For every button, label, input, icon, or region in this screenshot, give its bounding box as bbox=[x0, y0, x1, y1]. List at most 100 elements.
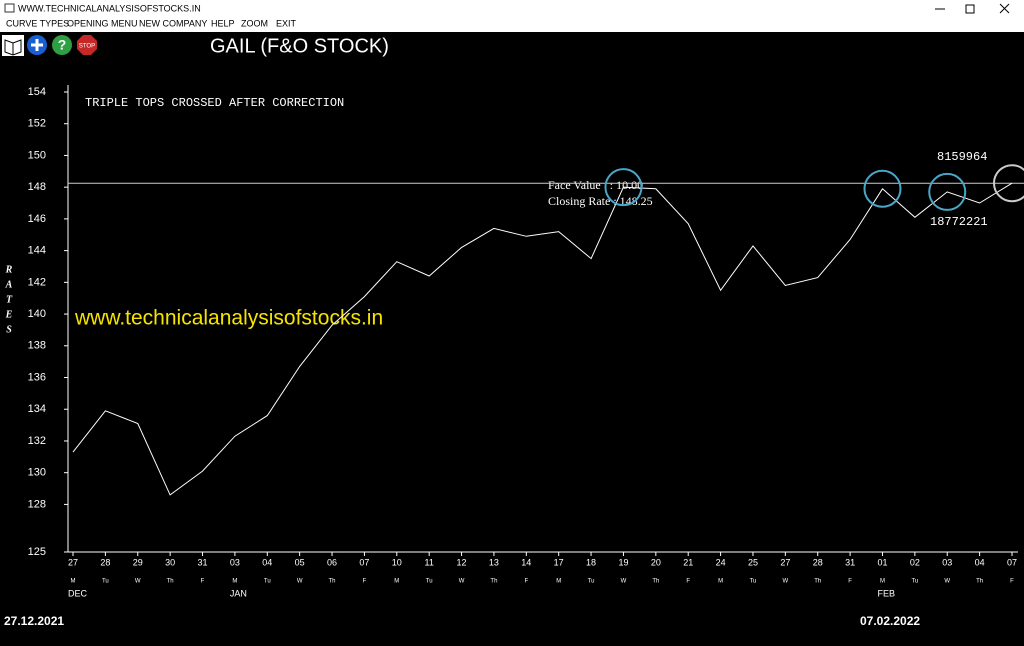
menu-item[interactable]: CURVE TYPES bbox=[6, 18, 69, 28]
weekday-label: W bbox=[135, 579, 141, 585]
menu-item[interactable]: EXIT bbox=[276, 18, 297, 28]
weekday-label: Tu bbox=[911, 579, 918, 585]
y-tick-label: 128 bbox=[28, 498, 46, 510]
y-axis-label-letter: S bbox=[6, 324, 12, 335]
x-tick-label: 11 bbox=[425, 557, 434, 567]
top-highlight bbox=[863, 169, 902, 208]
price-line bbox=[72, 182, 1013, 496]
y-axis-label-letter: A bbox=[5, 279, 13, 290]
weekday-label: F bbox=[686, 579, 690, 585]
weekday-label: M bbox=[394, 579, 399, 585]
add-icon bbox=[31, 39, 43, 51]
weekday-label: Tu bbox=[426, 579, 433, 585]
y-tick-label: 154 bbox=[28, 86, 46, 98]
x-tick-label: 07 bbox=[359, 557, 369, 567]
x-tick-label: 27 bbox=[68, 557, 78, 567]
x-tick-label: 14 bbox=[521, 557, 531, 567]
weekday-label: M bbox=[880, 579, 885, 585]
top-highlight bbox=[993, 164, 1024, 203]
weekday-label: F bbox=[848, 579, 852, 585]
x-tick-label: 31 bbox=[198, 557, 208, 567]
weekday-label: Tu bbox=[264, 579, 271, 585]
weekday-label: W bbox=[783, 579, 789, 585]
weekday-label: Tu bbox=[588, 579, 595, 585]
end-date: 07.02.2022 bbox=[860, 614, 920, 628]
y-tick-label: 138 bbox=[28, 340, 46, 352]
menu-item[interactable]: HELP bbox=[211, 18, 235, 28]
weekday-label: W bbox=[297, 579, 303, 585]
help-button[interactable] bbox=[52, 35, 72, 55]
x-tick-label: 04 bbox=[975, 557, 985, 567]
y-tick-label: 140 bbox=[28, 308, 46, 320]
x-tick-label: 24 bbox=[716, 557, 726, 567]
weekday-label: M bbox=[71, 579, 76, 585]
weekday-label: W bbox=[459, 579, 465, 585]
start-date: 27.12.2021 bbox=[4, 614, 64, 628]
weekday-label: Th bbox=[814, 579, 821, 585]
weekday-label: F bbox=[524, 579, 528, 585]
volume-label: 8159964 bbox=[937, 150, 987, 164]
restore-button[interactable] bbox=[965, 4, 975, 14]
x-tick-label: 03 bbox=[942, 557, 952, 567]
x-tick-label: 01 bbox=[877, 557, 887, 567]
toolbar: ? STOP bbox=[2, 35, 97, 56]
x-tick-label: 30 bbox=[165, 557, 175, 567]
x-tick-label: 17 bbox=[554, 557, 564, 567]
weekday-label: Th bbox=[329, 579, 336, 585]
x-tick-label: 10 bbox=[392, 557, 402, 567]
y-tick-label: 132 bbox=[28, 435, 46, 447]
month-label: DEC bbox=[68, 588, 88, 598]
x-tick-label: 25 bbox=[748, 557, 758, 567]
y-tick-label: 150 bbox=[28, 149, 46, 161]
y-tick-label: 148 bbox=[28, 181, 46, 193]
x-tick-label: 07 bbox=[1007, 557, 1017, 567]
face-value: Face Value : 10.00 bbox=[548, 178, 643, 192]
x-tick-label: 21 bbox=[683, 557, 693, 567]
y-axis-label-letter: R bbox=[5, 264, 13, 275]
x-tick-label: 28 bbox=[813, 557, 823, 567]
x-tick-label: 29 bbox=[133, 557, 143, 567]
menu-item[interactable]: OPENING MENU bbox=[67, 18, 138, 28]
top-highlight bbox=[604, 168, 643, 207]
closing-rate: Closing Rate : 148.25 bbox=[548, 194, 653, 208]
x-tick-label: 06 bbox=[327, 557, 337, 567]
y-axis-label-letter: T bbox=[6, 294, 13, 305]
x-tick-label: 28 bbox=[100, 557, 110, 567]
weekday-label: Th bbox=[490, 579, 497, 585]
menu-item[interactable]: NEW COMPANY bbox=[139, 18, 207, 28]
weekday-label: Tu bbox=[102, 579, 109, 585]
y-tick-label: 146 bbox=[28, 213, 46, 225]
x-tick-label: 03 bbox=[230, 557, 240, 567]
y-tick-label: 152 bbox=[28, 118, 46, 130]
weekday-label: Tu bbox=[750, 579, 757, 585]
y-tick-label: 144 bbox=[28, 245, 46, 257]
stop-button[interactable] bbox=[77, 35, 97, 55]
month-label: FEB bbox=[877, 588, 895, 598]
weekday-label: W bbox=[944, 579, 950, 585]
y-tick-label: 142 bbox=[28, 276, 46, 288]
app-icon bbox=[4, 3, 15, 13]
x-tick-label: 04 bbox=[262, 557, 272, 567]
pattern-annotation: TRIPLE TOPS CROSSED AFTER CORRECTION bbox=[85, 96, 344, 110]
weekday-label: F bbox=[201, 579, 205, 585]
book-icon bbox=[4, 39, 22, 56]
top-highlight bbox=[928, 172, 967, 211]
x-tick-label: 31 bbox=[845, 557, 855, 567]
weekday-label: F bbox=[1010, 579, 1014, 585]
weekday-label: M bbox=[556, 579, 561, 585]
x-tick-label: 12 bbox=[457, 557, 467, 567]
menu-item[interactable]: ZOOM bbox=[241, 18, 268, 28]
x-tick-label: 19 bbox=[618, 557, 628, 567]
window-controls[interactable] bbox=[935, 3, 1010, 14]
weekday-label: Th bbox=[167, 579, 174, 585]
month-label: JAN bbox=[230, 588, 247, 598]
weekday-label: W bbox=[621, 579, 627, 585]
window-title: WWW.TECHNICALANALYSISOFSTOCKS.IN bbox=[18, 3, 201, 13]
y-tick-label: 125 bbox=[28, 546, 46, 558]
close-button[interactable] bbox=[999, 3, 1010, 14]
x-tick-label: 18 bbox=[586, 557, 596, 567]
weekday-label: Th bbox=[976, 579, 983, 585]
